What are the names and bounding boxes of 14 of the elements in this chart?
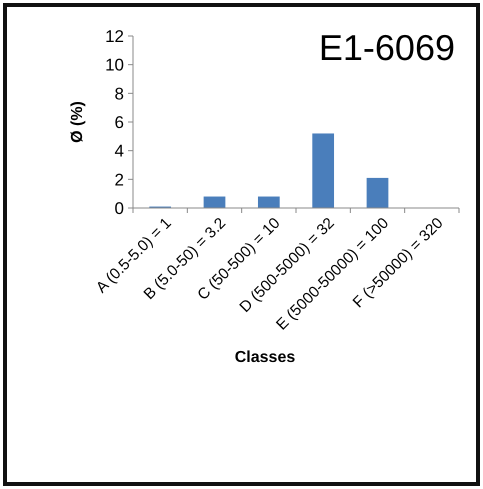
y-tick-label: 8 xyxy=(114,84,124,104)
bar xyxy=(204,196,226,208)
bar xyxy=(366,178,388,208)
bar xyxy=(258,196,280,208)
y-tick-label: 4 xyxy=(114,142,124,161)
y-axis-title: Ø (%) xyxy=(69,101,86,143)
chart-title: E1-6069 xyxy=(318,27,455,68)
y-tick-label: 10 xyxy=(105,56,124,75)
bar xyxy=(312,133,334,208)
y-tick-label: 12 xyxy=(105,26,124,46)
y-tick-label: 6 xyxy=(114,112,124,132)
y-tick-label: 2 xyxy=(114,170,124,190)
x-axis-title: Classes xyxy=(234,349,296,366)
y-tick-label: 0 xyxy=(114,198,124,218)
